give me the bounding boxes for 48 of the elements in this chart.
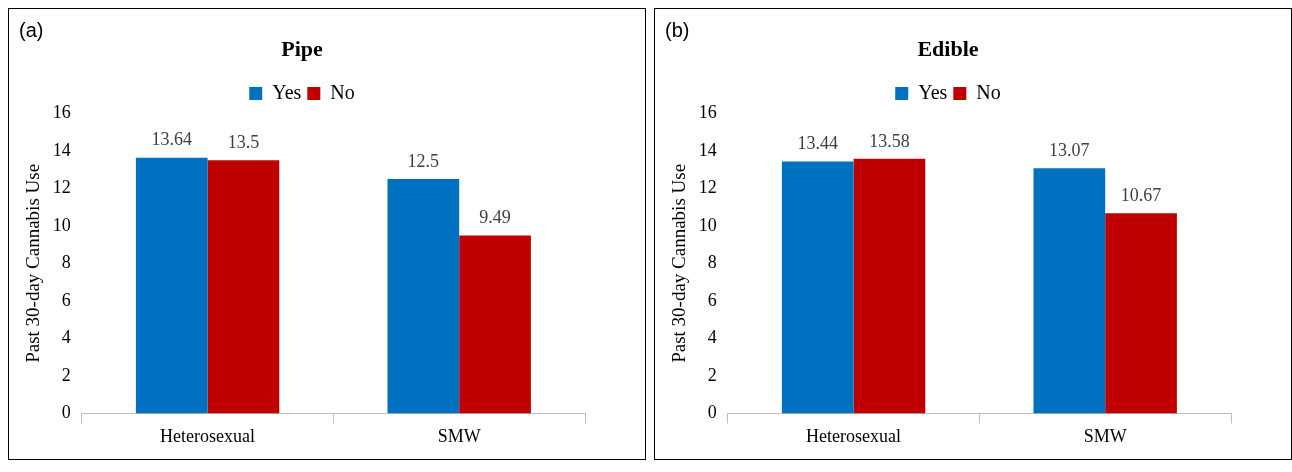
- data-label: 13.07: [1049, 140, 1090, 161]
- y-tick-label: 2: [61, 364, 71, 385]
- data-label: 13.64: [151, 129, 192, 150]
- bar: [207, 160, 280, 414]
- y-tick-label: 6: [61, 289, 71, 310]
- y-tick-label: 6: [707, 289, 717, 310]
- bar: [459, 235, 531, 414]
- bar: [853, 158, 926, 414]
- y-tick-label: 12: [698, 177, 717, 198]
- data-label: 12.5: [407, 150, 440, 171]
- data-label: 13.5: [227, 132, 260, 153]
- y-tick-label: 4: [61, 327, 71, 348]
- chart-title: Edible: [917, 35, 979, 61]
- bar: [1105, 213, 1177, 414]
- data-label: 13.44: [797, 133, 838, 154]
- y-tick-label: 10: [52, 214, 71, 235]
- legend-label: Yes: [918, 80, 948, 103]
- data-label: 9.49: [479, 207, 511, 228]
- y-axis-title: Past 30-day Cannabis Use: [22, 163, 44, 363]
- y-axis-title: Past 30-day Cannabis Use: [668, 163, 690, 363]
- y-tick-label: 16: [698, 102, 717, 123]
- y-tick-label: 4: [707, 327, 717, 348]
- y-tick-label: 0: [707, 402, 717, 423]
- y-tick-label: 2: [707, 364, 717, 385]
- bar: [781, 161, 854, 414]
- x-tick-label: Heterosexual: [806, 425, 902, 446]
- data-label: 10.67: [1120, 185, 1162, 206]
- y-tick-label: 16: [52, 102, 71, 123]
- data-label: 13.58: [869, 130, 910, 151]
- y-tick-label: 8: [707, 252, 717, 273]
- chart-title: Pipe: [281, 35, 323, 61]
- bar: [1033, 168, 1106, 414]
- text: (a): [19, 19, 44, 42]
- x-tick-label: Heterosexual: [160, 425, 256, 446]
- legend-label: No: [330, 80, 355, 103]
- x-tick-label: SMW: [1083, 425, 1127, 446]
- legend-label: No: [976, 80, 1001, 103]
- legend-label: Yes: [272, 80, 302, 103]
- y-tick-label: 0: [61, 402, 71, 423]
- y-tick-label: 14: [52, 139, 71, 160]
- y-tick-label: 12: [52, 177, 71, 198]
- bar: [387, 179, 460, 414]
- text: (b): [665, 19, 690, 42]
- x-tick-label: SMW: [437, 425, 481, 446]
- bar: [135, 157, 208, 414]
- y-tick-label: 10: [698, 214, 717, 235]
- y-tick-label: 8: [61, 252, 71, 273]
- y-tick-label: 14: [698, 139, 717, 160]
